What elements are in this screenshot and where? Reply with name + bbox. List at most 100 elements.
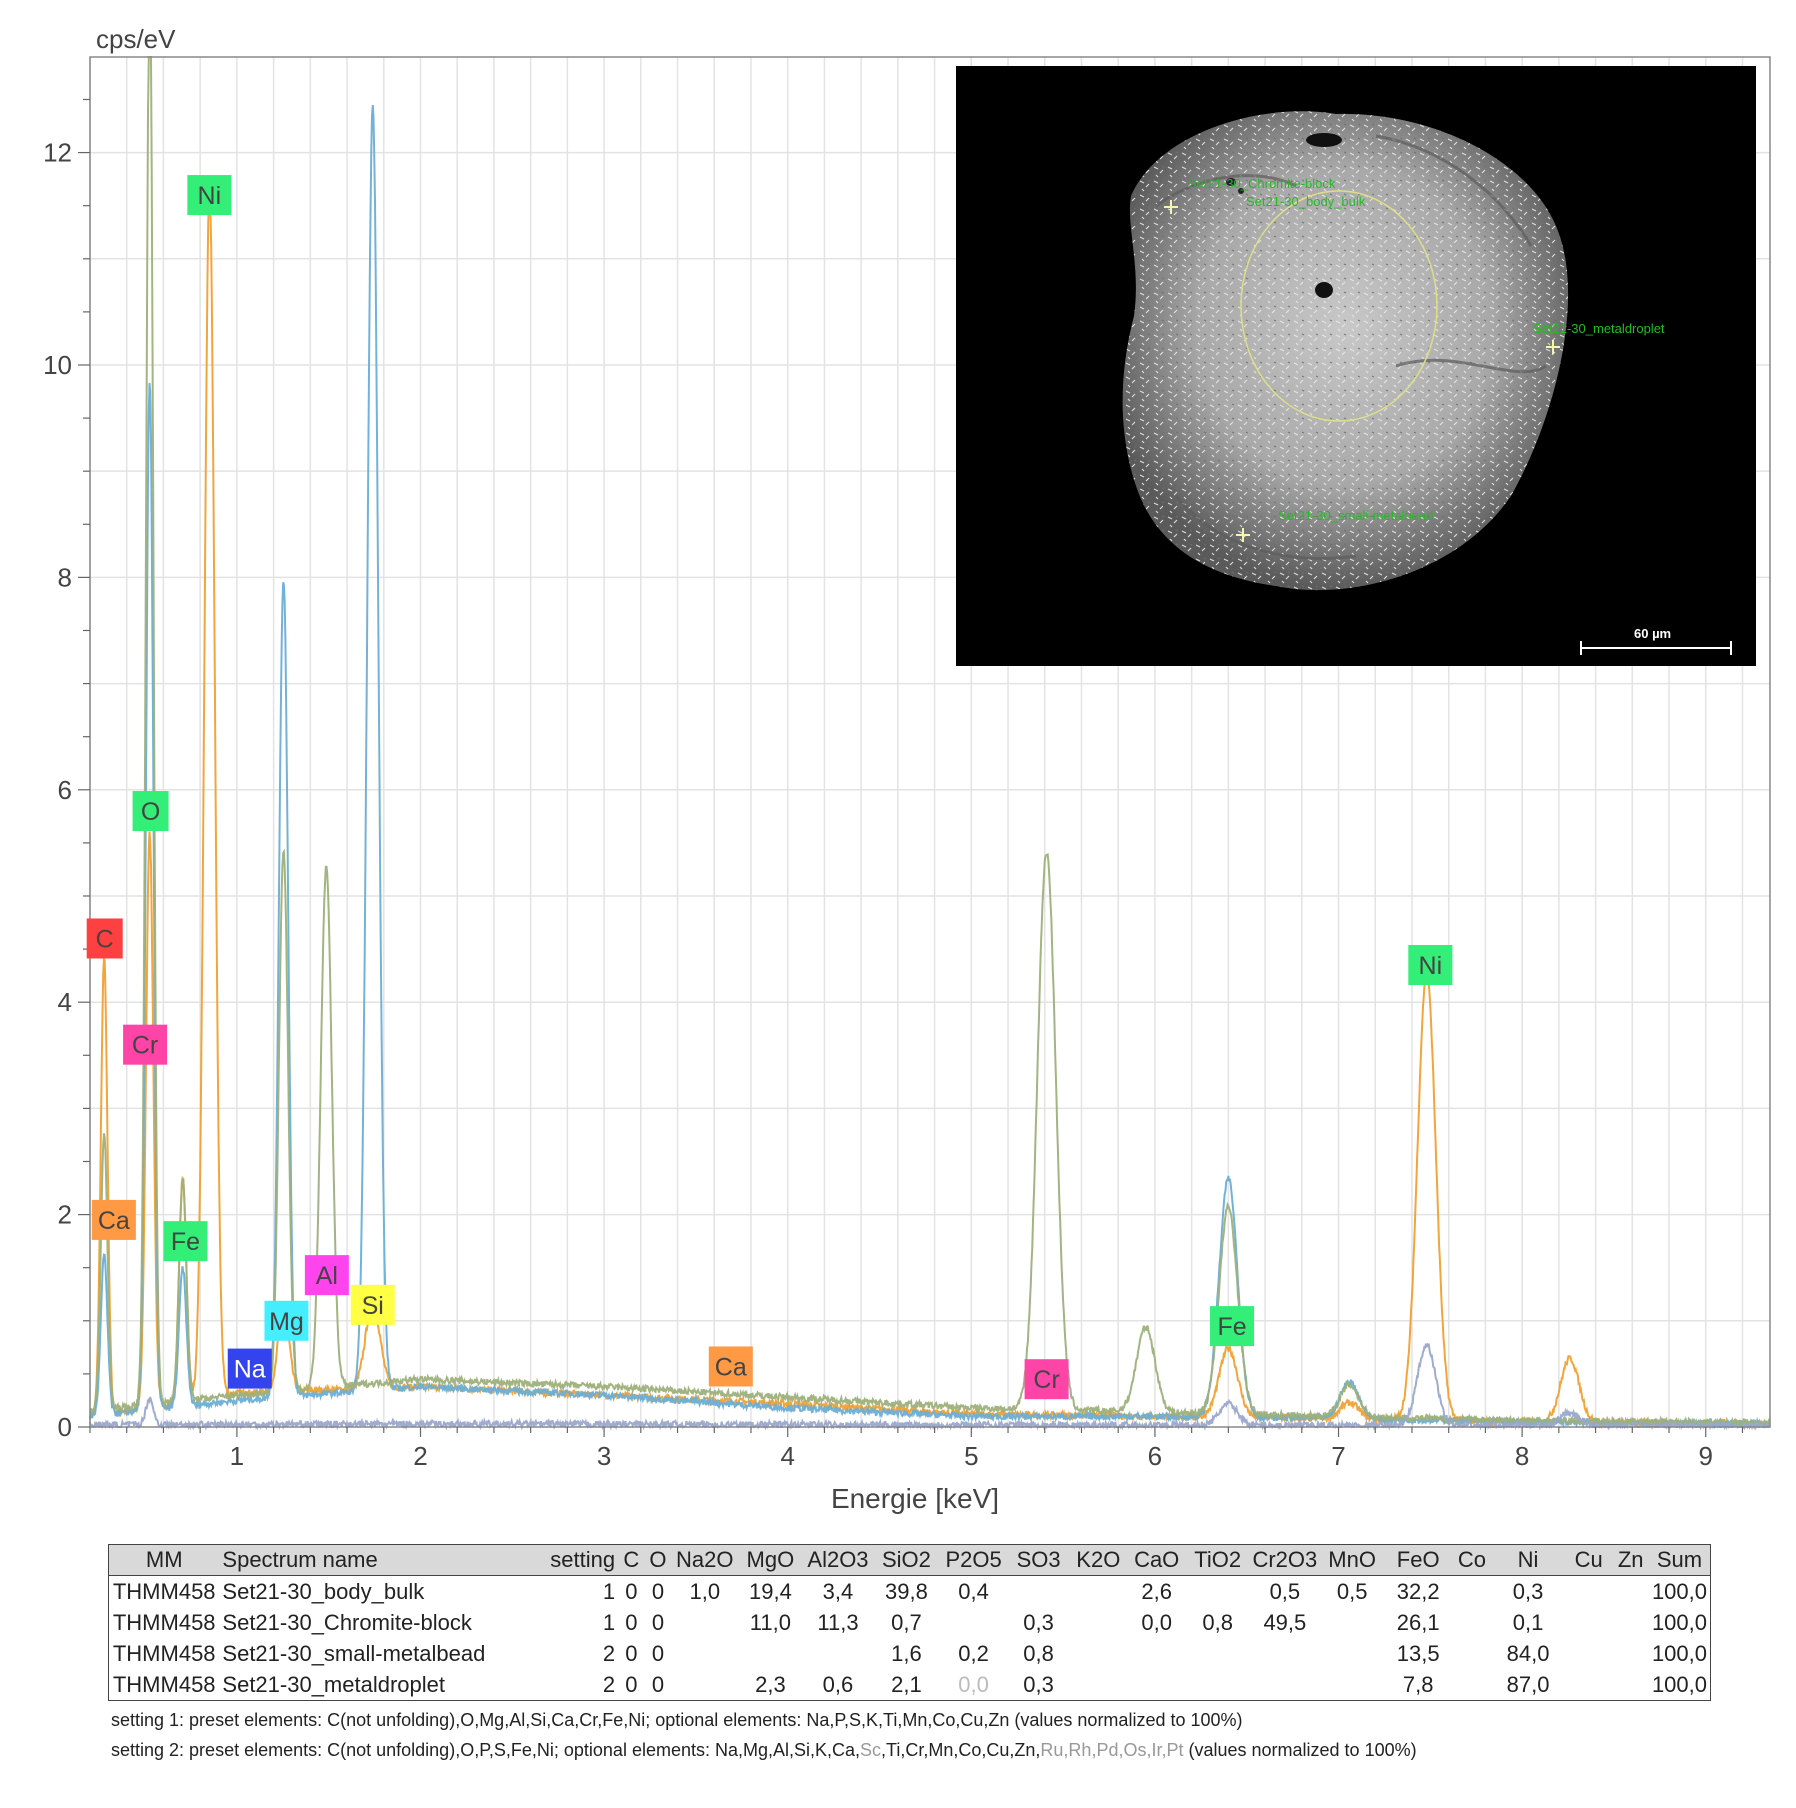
table-cell [1565, 1576, 1612, 1608]
table-cell: 100,0 [1651, 1671, 1707, 1697]
composition-table-wrap: MM Spectrum name setting C O Na2O MgO Al… [108, 1544, 1711, 1701]
table-cell: 0,2 [958, 1640, 989, 1666]
col-header: MnO [1320, 1544, 1384, 1576]
table-cell: 0 [625, 1609, 638, 1635]
table-cell [1321, 1669, 1384, 1701]
x-tick-label: 4 [780, 1441, 794, 1471]
element-label-box [1210, 1306, 1255, 1347]
table-cell: 2,3 [755, 1671, 786, 1697]
table-cell: 2 [602, 1671, 616, 1697]
element-label-ca: Ca [98, 1207, 130, 1235]
table-cell [1186, 1576, 1249, 1608]
table-cell: Set21-30_metaldroplet [222, 1671, 445, 1697]
sem-label-metaldroplet: Set21-30_metaldroplet [1533, 321, 1665, 336]
element-label-cr: Cr [1033, 1366, 1059, 1394]
table-cell: 0,8 [1023, 1640, 1054, 1666]
table-cell [671, 1638, 738, 1669]
note-setting-2-b: ,Ti,Cr,Mn,Co,Cu,Zn, [881, 1740, 1041, 1760]
table-cell [1249, 1669, 1321, 1701]
note-setting-2-sc: Sc [860, 1740, 882, 1760]
table-cell [1612, 1576, 1649, 1608]
table-row: THMM458 Set21-30_small-metalbead 2 0 0 1,6 0,2… [109, 1638, 1711, 1669]
col-header: Ni [1491, 1544, 1565, 1576]
y-axis-label: cps/eV [96, 24, 176, 54]
col-header: CaO [1127, 1544, 1187, 1576]
sem-image: Set21-30_Chromite-block Set21-30_body_bu… [956, 66, 1756, 666]
table-cell: 0,0 [1141, 1609, 1172, 1635]
y-tick-label: 0 [58, 1412, 72, 1442]
table-cell: 7,8 [1402, 1671, 1434, 1697]
element-label-mg: Mg [269, 1308, 304, 1336]
table-cell: 2 [602, 1640, 616, 1666]
table-cell [1612, 1607, 1649, 1638]
table-cell [1127, 1669, 1186, 1701]
y-tick-label: 6 [58, 775, 72, 805]
table-cell [1453, 1607, 1492, 1638]
element-label-box [304, 1255, 349, 1296]
element-label-box [227, 1348, 272, 1389]
col-header: MgO [738, 1544, 803, 1576]
y-tick-label: 8 [58, 562, 72, 592]
table-cell: 11,3 [817, 1609, 859, 1635]
element-label-box [350, 1284, 395, 1325]
table-cell: 100,0 [1651, 1578, 1707, 1604]
table-cell [1321, 1607, 1384, 1638]
table-cell: 19,4 [748, 1578, 792, 1604]
table-cell [1070, 1607, 1127, 1638]
table-cell [1565, 1669, 1612, 1701]
x-tick-label: 7 [1331, 1441, 1345, 1471]
col-header: Co [1452, 1544, 1492, 1576]
table-cell: 0 [651, 1578, 665, 1604]
table-row: THMM458 Set21-30_metaldroplet 2 0 0 2,3 0,6 2,1… [109, 1669, 1711, 1701]
table-cell: 0 [651, 1671, 665, 1697]
table-cell [1249, 1638, 1321, 1669]
table-cell [1070, 1669, 1127, 1701]
col-header: Spectrum name [219, 1544, 542, 1576]
table-cell: 0,5 [1269, 1578, 1301, 1604]
table-cell [1453, 1638, 1492, 1669]
col-header: SiO2 [873, 1544, 940, 1576]
col-header: Na2O [671, 1544, 739, 1576]
element-label-box [163, 1221, 208, 1262]
note-setting-2-a: setting 2: preset elements: C(not unfold… [111, 1740, 861, 1760]
element-label-ni: Ni [1419, 952, 1443, 980]
table-cell [1127, 1638, 1186, 1669]
table-cell [803, 1638, 874, 1669]
table-cell: 100,0 [1651, 1609, 1707, 1635]
col-header: setting [541, 1544, 619, 1576]
table-cell: 1 [602, 1578, 616, 1604]
x-tick-label: 8 [1515, 1441, 1529, 1471]
element-label-box [132, 791, 169, 832]
table-cell: 1 [602, 1609, 616, 1635]
y-tick-label: 4 [58, 987, 72, 1017]
note-setting-2-c: (values normalized to 100%) [1183, 1740, 1417, 1760]
element-label-fe: Fe [171, 1228, 200, 1256]
col-header: Cr2O3 [1249, 1544, 1321, 1576]
table-cell: THMM458 [112, 1671, 216, 1697]
table-cell [1186, 1638, 1249, 1669]
y-tick-label: 2 [58, 1200, 72, 1230]
element-label-ni: Ni [198, 182, 222, 210]
element-label-box [86, 918, 123, 959]
x-tick-label: 9 [1699, 1441, 1713, 1471]
y-tick-label: 12 [43, 138, 72, 168]
table-cell: 2,6 [1141, 1578, 1172, 1604]
table-cell [1008, 1576, 1070, 1608]
table-cell: 3,4 [822, 1578, 854, 1604]
table-cell: 0 [625, 1640, 638, 1666]
element-label-box [187, 175, 232, 216]
element-label-cr: Cr [132, 1032, 158, 1060]
col-header: Zn [1612, 1544, 1649, 1576]
table-cell: Set21-30_body_bulk [222, 1578, 425, 1604]
col-header: TiO2 [1186, 1544, 1250, 1576]
plot-frame [89, 56, 1771, 1428]
x-tick-label: 1 [230, 1441, 244, 1471]
table-cell: 0,0 [958, 1671, 989, 1697]
table-cell: 49,5 [1263, 1609, 1307, 1635]
table-cell: 1,0 [689, 1578, 721, 1604]
table-cell: 2,1 [891, 1671, 922, 1697]
table-cell [1565, 1638, 1612, 1669]
table-cell [1612, 1638, 1649, 1669]
grid [89, 57, 1770, 1427]
